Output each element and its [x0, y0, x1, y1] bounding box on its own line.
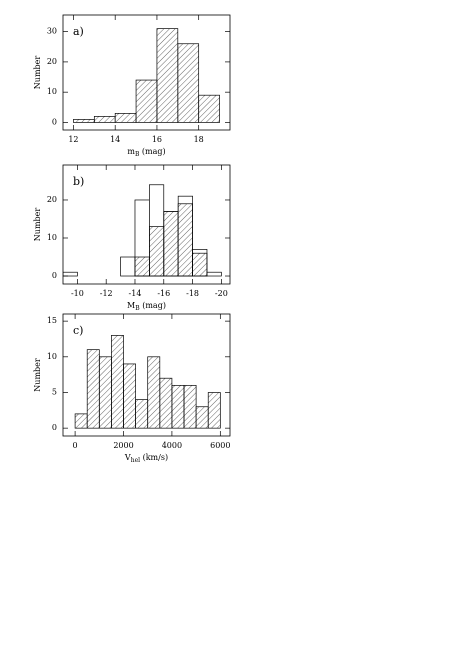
bar: [135, 399, 149, 429]
x-axis-label-part: hel: [131, 457, 140, 464]
y-tick-label: 30: [47, 27, 57, 36]
bars: [73, 28, 220, 123]
x-tick-label: 14: [110, 135, 120, 144]
x-tick-label: 6000: [210, 441, 230, 450]
x-tick-label: 4000: [162, 441, 182, 450]
bar: [192, 252, 208, 277]
bar: [93, 116, 116, 123]
bar: [98, 356, 112, 429]
y-tick-label: 0: [52, 117, 57, 126]
x-tick-label: 18: [194, 135, 204, 144]
y-tick-label: 5: [52, 387, 57, 396]
x-axis-label: Vhel (km/s): [124, 453, 168, 464]
bar: [123, 363, 136, 429]
x-axis-label-part: B: [135, 305, 140, 312]
y-tick-label: 20: [47, 195, 57, 204]
x-axis-label-part: (km/s): [140, 453, 168, 462]
y-tick-label: 0: [52, 271, 57, 280]
x-tick-label: -18: [186, 289, 199, 298]
x-axis-label-part: M: [127, 301, 135, 310]
y-axis-label: Number: [33, 358, 42, 392]
x-axis-label-part: (mag): [140, 301, 166, 310]
bar: [63, 271, 78, 277]
plot-frame: [62, 164, 231, 285]
x-axis-label-part: B: [135, 151, 140, 158]
y-tick-label: 10: [47, 352, 57, 361]
bar: [163, 211, 179, 277]
bar: [114, 113, 137, 123]
bar: [156, 28, 179, 123]
y-tick-label: 10: [47, 87, 57, 96]
plot-frame: [62, 14, 231, 131]
x-tick-label: 0: [73, 441, 78, 450]
bar: [135, 79, 158, 123]
x-axis-label-part: m: [127, 147, 135, 156]
bar: [147, 356, 161, 429]
bar: [207, 392, 221, 429]
y-tick-label: 0: [52, 423, 57, 432]
bars: [63, 184, 222, 277]
panel: 0 2000 4000 6000 0 5 10 15 c) Number Vhel (km/s): [33, 313, 231, 464]
x-axis-label: MB (mag): [127, 301, 166, 312]
x-axis-label-part: V: [124, 453, 131, 462]
y-axis-label: Number: [33, 208, 42, 242]
x-tick-label: 16: [152, 135, 162, 144]
bar: [171, 384, 185, 429]
y-tick-label: 15: [47, 316, 57, 325]
y-tick-label: 20: [47, 57, 57, 66]
bar: [177, 203, 193, 277]
y-axis-label: Number: [33, 56, 42, 90]
panel-label: b): [73, 175, 84, 188]
bar: [74, 413, 88, 429]
plot-frame: [62, 313, 231, 437]
x-tick-label: -14: [129, 289, 142, 298]
x-axis-label: mB (mag): [127, 147, 165, 158]
bar: [198, 94, 220, 123]
panel-label: c): [73, 324, 83, 337]
bar: [86, 349, 100, 429]
x-tick-label: -12: [100, 289, 113, 298]
bar: [73, 119, 95, 123]
panel-label: a): [73, 25, 84, 38]
x-tick-label: -16: [157, 289, 170, 298]
x-tick-label: 12: [68, 135, 78, 144]
bar: [120, 256, 136, 277]
panel: 12 14 16 18 0 10 20 30 a) Number mB (mag): [33, 14, 231, 158]
x-tick-label: -20: [215, 289, 228, 298]
bar: [111, 335, 124, 429]
bar: [134, 256, 150, 277]
bars: [74, 335, 221, 429]
bar: [195, 406, 209, 429]
x-tick-label: -10: [71, 289, 84, 298]
bar: [183, 384, 197, 429]
panel: -10 -12 -14 -16 -18 -20 0 10 20 b) Number MB (mag): [33, 164, 231, 312]
y-tick-label: 10: [47, 233, 57, 242]
bar: [149, 226, 165, 277]
bar: [206, 271, 222, 277]
x-axis-label-part: (mag): [139, 147, 165, 156]
x-tick-label: 2000: [113, 441, 133, 450]
bar: [177, 43, 200, 123]
bar: [159, 377, 173, 429]
